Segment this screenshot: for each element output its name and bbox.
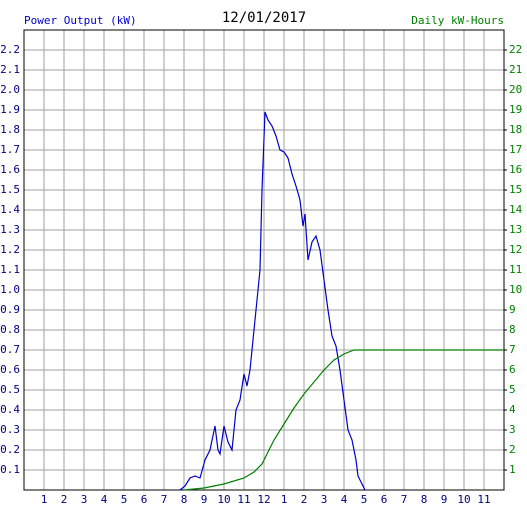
x-tick-label: 2 (301, 493, 308, 506)
y-tick-label: 0.5 (0, 383, 20, 396)
x-tick-label: 8 (181, 493, 188, 506)
x-tick-label: 5 (121, 493, 128, 506)
y2-tick-label: 1 (509, 463, 516, 476)
y-axis-label: Power Output (kW) (24, 14, 137, 27)
plot-frame (23, 29, 505, 491)
x-tick-label: 8 (421, 493, 428, 506)
y2-tick-label: 14 (509, 203, 523, 216)
y-tick-label: 0.9 (0, 303, 20, 316)
y-tick-label: 1.2 (0, 243, 20, 256)
y-tick-label: 0.2 (0, 443, 20, 456)
y2-tick-label: 3 (509, 423, 516, 436)
x-tick-label: 5 (361, 493, 368, 506)
y-tick-label: 0.7 (0, 343, 20, 356)
y-tick-label: 1.4 (0, 203, 20, 216)
chart-title: 12/01/2017 (222, 10, 306, 26)
x-tick-label: 1 (281, 493, 288, 506)
y2-tick-label: 15 (509, 183, 522, 196)
x-tick-label: 6 (141, 493, 148, 506)
y2-tick-label: 22 (509, 43, 522, 56)
y-tick-label: 0.1 (0, 463, 20, 476)
y2-tick-label: 21 (509, 63, 522, 76)
x-tick-label: 4 (341, 493, 348, 506)
x-tick-label: 3 (81, 493, 88, 506)
x-tick-label: 3 (321, 493, 328, 506)
y2-tick-label: 8 (509, 323, 516, 336)
y2-tick-label: 10 (509, 283, 522, 296)
series-line (179, 111, 366, 491)
x-tick-label: 9 (441, 493, 448, 506)
y2-tick-label: 18 (509, 123, 522, 136)
x-tick-label: 10 (457, 493, 470, 506)
y-tick-label: 0.8 (0, 323, 20, 336)
x-tick-label: 4 (101, 493, 108, 506)
y2-axis-label: Daily kW-Hours (411, 14, 504, 27)
y-tick-label: 1.5 (0, 183, 20, 196)
y2-tick-label: 11 (509, 263, 522, 276)
y2-tick-label: 4 (509, 403, 516, 416)
y-tick-label: 1.1 (0, 263, 20, 276)
x-tick-label: 11 (477, 493, 490, 506)
x-tick-label: 9 (201, 493, 208, 506)
y-tick-label: 0.6 (0, 363, 20, 376)
y2-tick-label: 7 (509, 343, 516, 356)
x-tick-label: 11 (237, 493, 250, 506)
y-tick-label: 1.9 (0, 103, 20, 116)
y2-tick-label: 2 (509, 443, 516, 456)
y-tick-label: 1.8 (0, 123, 20, 136)
y-tick-label: 1.6 (0, 163, 20, 176)
y-tick-label: 0.4 (0, 403, 20, 416)
x-tick-label: 7 (161, 493, 168, 506)
y-tick-label: 1.7 (0, 143, 20, 156)
y-tick-label: 1.0 (0, 283, 20, 296)
y2-tick-label: 17 (509, 143, 522, 156)
y-tick-label: 2.1 (0, 63, 20, 76)
y2-tick-label: 20 (509, 83, 522, 96)
y2-tick-label: 19 (509, 103, 522, 116)
y2-tick-label: 5 (509, 383, 516, 396)
x-tick-label: 1 (41, 493, 48, 506)
y-tick-label: 2.0 (0, 83, 20, 96)
x-tick-label: 6 (381, 493, 388, 506)
x-tick-label: 7 (401, 493, 408, 506)
x-tick-label: 12 (257, 493, 270, 506)
y-tick-label: 2.2 (0, 43, 20, 56)
series-line (183, 349, 504, 491)
x-tick-label: 2 (61, 493, 68, 506)
y2-tick-label: 13 (509, 223, 522, 236)
y-tick-label: 1.3 (0, 223, 20, 236)
y2-tick-label: 16 (509, 163, 522, 176)
x-tick-label: 10 (217, 493, 230, 506)
y-tick-label: 0.3 (0, 423, 20, 436)
y2-tick-label: 12 (509, 243, 522, 256)
y2-tick-label: 6 (509, 363, 516, 376)
y2-tick-label: 9 (509, 303, 516, 316)
